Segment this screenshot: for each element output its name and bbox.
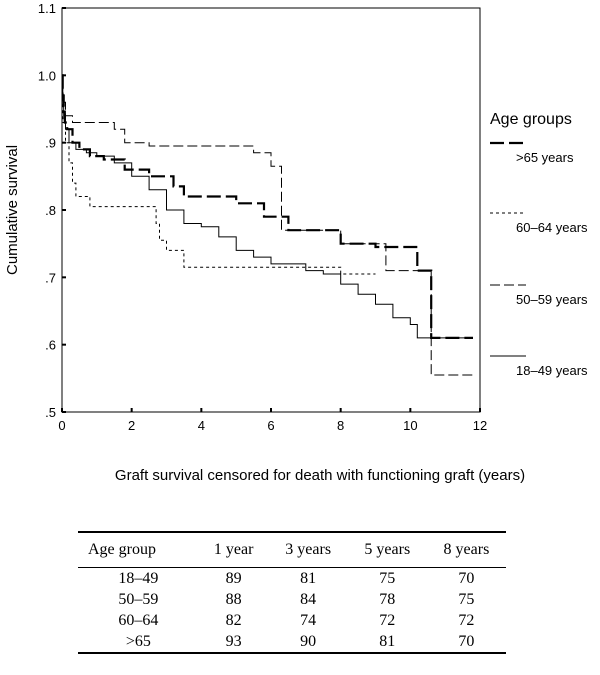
header-1-year: 1 year xyxy=(213,541,254,558)
table-header-row: Age group 1 year 3 years 5 years 8 years xyxy=(78,532,506,568)
survival-chart: .5 .6 .7 .8 .9 1.0 1.1 0 2 4 6 8 10 12 Cumulative su… xyxy=(4,1,588,484)
table-cell: 88 xyxy=(225,591,242,608)
table-row: 60–64 82 74 72 72 xyxy=(78,610,506,631)
plot-frame xyxy=(61,7,481,413)
header-age-group: Age group xyxy=(88,541,156,558)
x-tick-label: 8 xyxy=(337,418,344,433)
legend-label: >65 years xyxy=(516,150,574,165)
y-axis-ticks: .5 .6 .7 .8 .9 1.0 1.1 xyxy=(38,1,66,420)
series-line-3 xyxy=(62,74,473,339)
x-tick-label: 12 xyxy=(473,418,487,433)
survival-summary-table: Age group 1 year 3 years 5 years 8 years… xyxy=(78,531,506,654)
legend-label: 18–49 years xyxy=(516,363,588,378)
table-cell: 72 xyxy=(458,612,475,629)
table-cell: 81 xyxy=(379,633,396,650)
table-cell: 75 xyxy=(458,591,475,608)
header-8-years: 8 years xyxy=(443,541,490,558)
table-cell: 82 xyxy=(225,612,242,629)
x-tick-label: 2 xyxy=(128,418,135,433)
y-tick-label: 1.1 xyxy=(38,1,56,16)
x-axis-label: Graft survival censored for death with f… xyxy=(115,467,525,484)
table-cell: 93 xyxy=(225,633,242,650)
x-tick-label: 0 xyxy=(58,418,65,433)
table-cell: 70 xyxy=(458,633,475,650)
table-cell: 89 xyxy=(225,570,242,587)
x-tick-label: 4 xyxy=(198,418,205,433)
table-row: 50–59 88 84 78 75 xyxy=(78,589,506,610)
table-row: >65 93 90 81 70 xyxy=(78,631,506,653)
y-tick-label: .6 xyxy=(45,338,56,353)
header-5-years: 5 years xyxy=(364,541,411,558)
y-tick-label: .8 xyxy=(45,203,56,218)
y-axis-label: Cumulative survival xyxy=(4,145,21,275)
table-cell: 50–59 xyxy=(118,591,159,608)
table-cell: 84 xyxy=(300,591,317,608)
series-line-1 xyxy=(62,74,376,275)
table-cell: 72 xyxy=(379,612,396,629)
table-cell: 74 xyxy=(300,612,317,629)
header-3-years: 3 years xyxy=(285,541,332,558)
legend-label: 50–59 years xyxy=(516,292,588,307)
table-cell: 78 xyxy=(379,591,396,608)
table-cell: 75 xyxy=(379,570,396,587)
x-axis-ticks: 0 2 4 6 8 10 12 xyxy=(58,408,487,433)
series-line-2 xyxy=(62,74,473,376)
legend-title: Age groups xyxy=(490,111,572,128)
table-row: 18–49 89 81 75 70 xyxy=(78,568,506,590)
table-cell: >65 xyxy=(125,633,151,650)
table-cell: 60–64 xyxy=(118,612,159,629)
y-tick-label: .9 xyxy=(45,136,56,151)
table-cell: 18–49 xyxy=(118,570,159,587)
y-tick-label: 1.0 xyxy=(38,68,56,83)
y-tick-label: .7 xyxy=(45,270,56,285)
x-tick-label: 6 xyxy=(267,418,274,433)
x-tick-label: 10 xyxy=(403,418,417,433)
y-tick-label: .5 xyxy=(45,405,56,420)
table-cell: 90 xyxy=(300,633,317,650)
table-cell: 70 xyxy=(458,570,475,587)
table-cell: 81 xyxy=(300,570,317,587)
legend-label: 60–64 years xyxy=(516,220,588,235)
legend: >65 years 60–64 years 50–59 years 18–49 yea… xyxy=(490,141,588,378)
series-lines xyxy=(61,74,473,376)
